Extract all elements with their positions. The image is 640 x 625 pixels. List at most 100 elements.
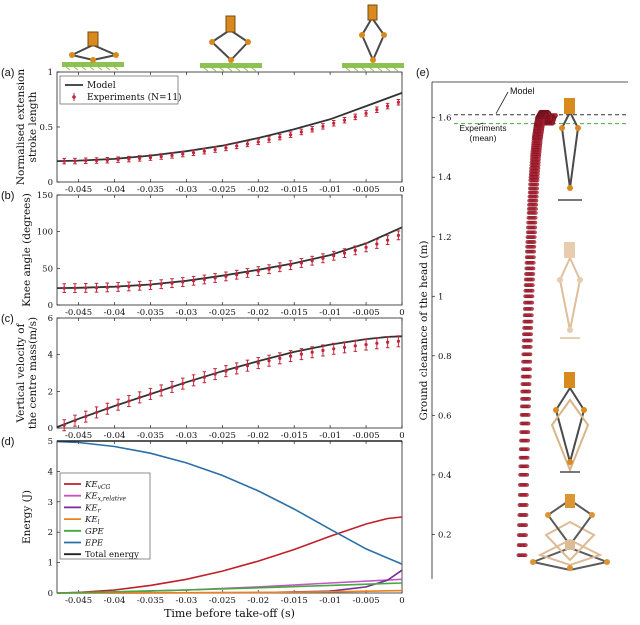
- x-tick-label: -0.04: [104, 308, 126, 318]
- data-point: [62, 423, 66, 427]
- data-point: [396, 339, 401, 343]
- trajectory-point: [526, 447, 530, 452]
- legend-marker: [72, 95, 76, 99]
- data-point: [213, 276, 217, 280]
- trajectory-point: [524, 513, 529, 517]
- data-point: [299, 261, 303, 265]
- series-line: [56, 582, 403, 594]
- trajectory-point: [527, 389, 532, 394]
- trajectory-point: [534, 207, 538, 211]
- trajectory-point: [533, 230, 537, 235]
- series-line: [56, 92, 403, 162]
- y-axis-label: stroke length: [27, 91, 39, 162]
- leg-illustration-crouched: [62, 31, 124, 71]
- data-point: [364, 245, 368, 249]
- x-tick-label: -0.01: [319, 596, 341, 606]
- data-point: [310, 350, 314, 354]
- model-label-leader: [495, 91, 509, 114]
- data-point: [353, 248, 357, 252]
- y-tick-label: 4: [48, 351, 53, 361]
- x-tick-label: -0.035: [137, 185, 164, 195]
- data-point: [332, 121, 336, 125]
- data-point: [278, 135, 282, 139]
- x-tick-label: -0.02: [247, 596, 269, 606]
- trajectory-point: [527, 382, 532, 386]
- leg-illustration-mid: [200, 15, 262, 72]
- data-point: [342, 118, 347, 122]
- y-tick-label: 50: [42, 264, 53, 274]
- experiment-reference-label: (mean): [470, 133, 497, 143]
- data-point: [138, 395, 142, 399]
- y-tick-label: 0.6: [438, 411, 452, 421]
- x-tick-label: -0.015: [281, 308, 308, 318]
- plot-frame: [56, 317, 403, 429]
- model-reference-label: Model: [510, 86, 535, 96]
- x-tick-label: -0.045: [65, 596, 92, 606]
- leg-illustration-extended: [342, 4, 404, 72]
- panel-label: (e): [416, 67, 429, 79]
- data-point: [288, 263, 293, 267]
- data-point: [386, 104, 390, 108]
- x-tick-label: -0.025: [209, 185, 236, 195]
- trajectory-point: [529, 319, 534, 324]
- data-point: [105, 158, 109, 162]
- x-tick-label: 0: [399, 431, 404, 441]
- x-tick-label: -0.005: [352, 596, 379, 606]
- data-point: [202, 277, 206, 282]
- data-point: [94, 410, 99, 415]
- legend-label: EPE: [84, 539, 104, 549]
- data-point: [224, 274, 228, 278]
- data-point: [202, 149, 206, 153]
- x-tick-label: -0.01: [319, 431, 341, 441]
- trajectory-point: [523, 543, 528, 547]
- data-point: [288, 133, 293, 137]
- trajectory-point: [534, 198, 539, 203]
- data-point: [288, 354, 293, 358]
- trajectory-point: [533, 211, 538, 215]
- y-tick-label: 0: [48, 178, 53, 188]
- legend-label: KEx,relative: [84, 492, 126, 503]
- trajectory-point: [533, 225, 538, 230]
- data-point: [235, 144, 239, 148]
- experiment-label-leader: [477, 122, 484, 126]
- data-point: [245, 271, 250, 275]
- trajectory-point: [524, 533, 528, 537]
- x-tick-label: -0.03: [175, 185, 197, 195]
- data-point: [299, 352, 303, 356]
- data-point: [84, 159, 88, 163]
- x-tick-label: -0.04: [104, 431, 126, 441]
- x-tick-label: 0: [399, 308, 404, 318]
- y-tick-label: 1.6: [438, 114, 452, 124]
- x-tick-label: -0.02: [247, 431, 269, 441]
- data-point: [375, 108, 379, 112]
- data-point: [116, 403, 120, 407]
- data-point: [181, 280, 185, 284]
- trajectory-point: [529, 332, 533, 337]
- legend-label: Experiments (N=11): [87, 92, 182, 103]
- x-tick-label: -0.04: [104, 596, 126, 606]
- trajectory-point: [523, 553, 528, 558]
- data-point: [224, 146, 228, 150]
- data-point: [213, 372, 217, 376]
- data-point: [332, 347, 336, 351]
- trajectory-point: [529, 326, 534, 330]
- data-point: [353, 344, 357, 348]
- data-point: [159, 388, 163, 393]
- x-tick-label: -0.035: [137, 596, 164, 606]
- experiment-reference-label: Experiments: [459, 123, 506, 133]
- data-point: [159, 154, 163, 159]
- trajectory-point: [526, 413, 531, 417]
- panel-label: (d): [1, 436, 14, 448]
- trajectory-point: [525, 472, 530, 477]
- data-point: [148, 392, 153, 396]
- y-tick-label: 0.4: [438, 471, 452, 481]
- trajectory-point: [528, 345, 533, 349]
- data-point: [375, 242, 379, 246]
- trajectory-point: [535, 186, 539, 191]
- panel-d-energy: -0.045 -0.04 -0.035 -0.03 -0.025 -0.02 -0.015-…: [1, 436, 405, 620]
- y-axis-label: Normalised extension: [15, 69, 27, 186]
- legend-box: [59, 75, 179, 105]
- y-tick-label: 6: [48, 314, 53, 324]
- trajectory-point: [524, 523, 529, 527]
